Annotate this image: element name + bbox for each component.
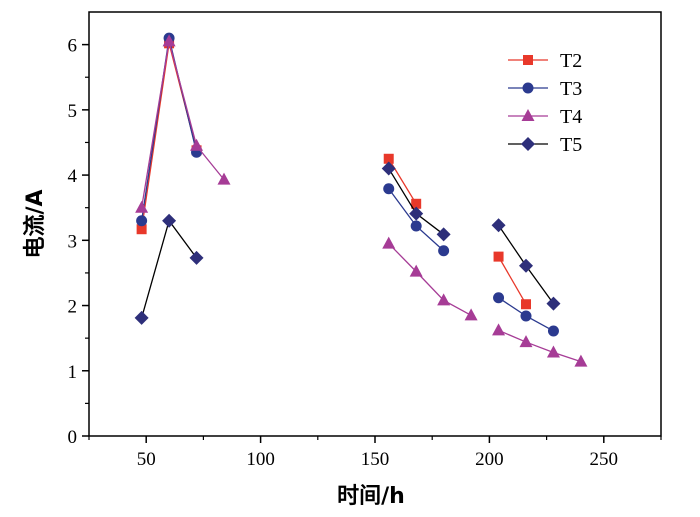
data-point-t5 (546, 296, 561, 311)
data-point-t5 (381, 161, 396, 176)
data-point-t4 (464, 308, 478, 321)
series-t4 (135, 34, 588, 367)
data-point-t3 (547, 325, 559, 337)
legend-item-t5: T5 (508, 134, 582, 156)
legend-marker-t3 (522, 82, 534, 94)
data-point-t2 (521, 299, 532, 310)
data-point-t3 (410, 220, 422, 232)
y-tick-label: 5 (68, 101, 78, 122)
series-line-t4 (498, 329, 582, 363)
data-point-t2 (136, 224, 147, 235)
data-point-t4 (382, 236, 396, 249)
y-axis-title: 电流/A (22, 189, 48, 258)
y-tick-label: 2 (68, 297, 78, 318)
legend-marker-t2 (523, 55, 533, 65)
series-t2 (136, 38, 532, 310)
legend-marker-t4 (521, 109, 535, 121)
data-point-t5 (409, 206, 424, 221)
y-tick-label: 3 (68, 231, 78, 252)
plot-frame (88, 11, 662, 437)
legend-label: T5 (560, 134, 582, 156)
x-tick-label: 100 (246, 449, 275, 470)
legend-item-t2: T2 (508, 50, 582, 72)
series-line-t5 (140, 219, 198, 319)
data-point-t5 (162, 213, 177, 228)
series-line-t2 (140, 43, 198, 230)
legend: T2 T3 T4 T5 (508, 50, 582, 156)
series-t5 (134, 161, 561, 325)
data-point-t5 (519, 258, 534, 273)
legend-label: T4 (560, 106, 582, 128)
x-axis-title: 时间/h (337, 484, 405, 509)
data-point-t2 (493, 251, 504, 262)
data-point-t5 (436, 227, 451, 242)
data-point-t4 (574, 354, 588, 367)
y-tick-label: 4 (68, 166, 78, 187)
legend-item-t3: T3 (508, 78, 582, 100)
legend-label: T3 (560, 78, 582, 100)
data-point-t4 (492, 323, 506, 336)
data-point-t4 (190, 138, 204, 151)
x-tick-label: 200 (475, 449, 504, 470)
series-line-t2 (497, 256, 527, 305)
data-point-t4 (162, 34, 176, 47)
series-line-t4 (140, 41, 225, 208)
data-point-t3 (383, 183, 395, 195)
y-tick-label: 6 (68, 36, 78, 57)
series-line-t2 (388, 158, 417, 205)
data-point-t2 (411, 198, 422, 209)
data-point-t2 (383, 153, 394, 164)
data-point-t3 (136, 215, 148, 227)
legend-label: T2 (560, 50, 582, 72)
data-point-t3 (493, 292, 505, 304)
data-point-t4 (437, 293, 451, 306)
data-point-t3 (438, 245, 450, 257)
data-point-t4 (217, 172, 231, 185)
x-tick-label: 150 (361, 449, 390, 470)
series-line-t3 (140, 37, 198, 221)
data-point-t5 (134, 310, 149, 325)
data-point-t3 (520, 310, 532, 322)
data-point-t4 (546, 345, 560, 358)
axes-layer: 50 100 150 200 250 0 1 2 3 4 5 6 (68, 11, 662, 470)
data-point-t5 (189, 250, 204, 265)
series-layer (134, 32, 588, 367)
x-tick-label: 50 (137, 449, 156, 470)
x-tick-label: 250 (590, 449, 619, 470)
legend-item-t4: T4 (508, 106, 582, 128)
legend-marker-t5 (521, 137, 535, 151)
data-point-t4 (519, 335, 533, 348)
y-tick-label: 0 (68, 427, 78, 448)
data-point-t5 (491, 218, 506, 233)
y-tick-label: 1 (68, 362, 78, 383)
data-point-t4 (409, 264, 423, 277)
data-point-t4 (135, 200, 149, 213)
series-t3 (136, 32, 559, 337)
series-line-t4 (388, 243, 472, 316)
